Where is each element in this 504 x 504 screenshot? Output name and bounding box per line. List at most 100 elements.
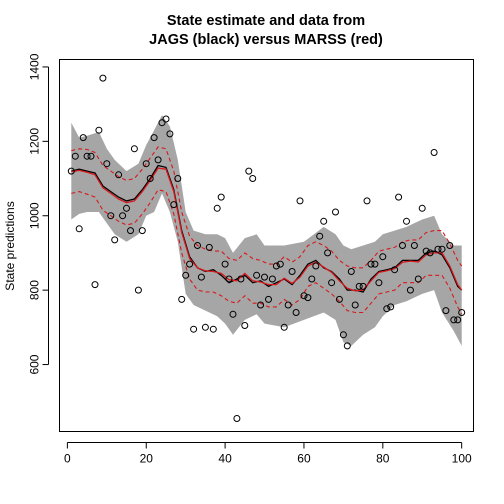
data-point <box>142 160 150 168</box>
data-point <box>95 126 103 134</box>
y-tick-label: 1000 <box>28 202 42 229</box>
data-point <box>103 160 111 168</box>
data-point <box>328 279 336 287</box>
data-point <box>71 152 79 160</box>
jags-state-line <box>71 164 463 293</box>
data-point <box>154 156 162 164</box>
plot-frame <box>59 59 474 432</box>
data-point <box>190 325 198 333</box>
data-point <box>87 152 95 160</box>
data-point <box>351 301 359 309</box>
data-point <box>288 268 296 275</box>
data-point <box>245 167 253 175</box>
data-point <box>383 305 391 313</box>
y-tick-label: 1200 <box>28 128 42 155</box>
data-point <box>395 193 403 201</box>
data-point <box>123 204 130 212</box>
data-point <box>217 193 225 201</box>
data-point <box>296 197 304 205</box>
data-point <box>178 295 186 303</box>
data-point <box>265 295 272 303</box>
data-point <box>213 204 221 212</box>
data-point <box>182 271 190 279</box>
data-point <box>375 279 383 287</box>
data-point <box>150 134 158 142</box>
x-tick-label: 60 <box>297 452 311 466</box>
data-point <box>107 212 115 220</box>
data-point <box>399 242 406 249</box>
data-point <box>339 331 347 339</box>
data-point <box>379 253 387 261</box>
data-point <box>79 134 87 142</box>
data-point <box>359 282 367 290</box>
data-point <box>343 342 351 350</box>
data-point <box>335 295 343 303</box>
axes-layer: 0 20 40 60 80 100 600 800 1000 1200 1400 <box>28 53 473 465</box>
data-point <box>391 266 399 274</box>
data-point <box>363 197 371 205</box>
data-point <box>111 236 119 244</box>
data-point <box>426 249 434 257</box>
data-point <box>434 245 442 253</box>
data-point <box>127 227 134 235</box>
chart-title-line-1: State estimate and data from <box>167 13 365 29</box>
data-point <box>162 115 170 123</box>
data-point <box>115 171 123 179</box>
data-point <box>138 227 146 235</box>
y-tick-label: 600 <box>28 354 42 374</box>
data-point <box>209 325 217 333</box>
data-point <box>194 242 201 249</box>
data-point <box>83 152 91 160</box>
data-point <box>320 217 328 225</box>
data-point <box>418 204 426 212</box>
x-tick-label: 40 <box>218 452 232 466</box>
data-point <box>237 275 245 283</box>
x-tick-label: 80 <box>376 452 390 466</box>
data-point <box>406 286 414 294</box>
data-point <box>414 275 422 283</box>
data-point <box>229 310 237 318</box>
data-point <box>347 268 355 275</box>
data-point <box>324 249 332 257</box>
jags-interval-band <box>71 115 462 346</box>
data-point <box>221 260 229 268</box>
data-point <box>355 282 363 290</box>
data-point <box>304 294 312 302</box>
chart-title-line-2: JAGS (black) versus MARSS (red) <box>149 32 383 48</box>
data-point <box>268 275 276 283</box>
data-point <box>438 245 446 253</box>
marss-state-line <box>71 167 463 292</box>
data-point <box>233 415 241 422</box>
data-point <box>442 307 450 315</box>
data-point <box>410 242 418 249</box>
data-point <box>367 260 375 268</box>
data-point <box>371 260 379 268</box>
data-point <box>272 262 280 270</box>
data-point <box>225 275 233 283</box>
data-point <box>284 301 292 309</box>
data-point <box>91 281 99 289</box>
data-point <box>197 273 205 281</box>
data-point <box>166 130 174 138</box>
data-point <box>308 275 316 283</box>
data-point <box>174 175 182 182</box>
data-point <box>387 303 395 311</box>
data-point <box>312 262 320 270</box>
data-point <box>422 247 430 255</box>
data-point <box>241 322 249 329</box>
data-point <box>454 316 462 324</box>
data-point <box>119 212 127 220</box>
data-point <box>201 323 209 331</box>
data-point <box>205 243 213 251</box>
x-tick-label: 100 <box>452 452 472 466</box>
data-point <box>186 260 194 268</box>
data-point <box>170 201 178 209</box>
data-point <box>276 260 284 268</box>
data-point <box>134 286 142 294</box>
marss-lower-bound-line <box>71 189 463 315</box>
data-point <box>446 242 454 249</box>
data-point <box>450 316 458 324</box>
data-point <box>458 309 466 316</box>
data-point <box>253 271 261 279</box>
